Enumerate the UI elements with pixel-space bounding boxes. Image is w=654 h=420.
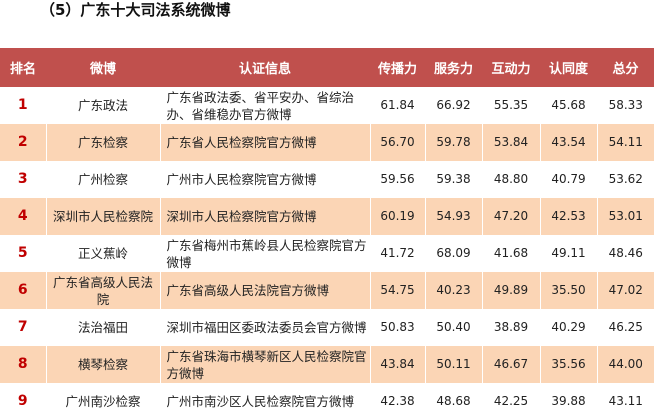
header-info: 认证信息	[160, 48, 370, 87]
header-recognition: 认同度	[540, 48, 597, 87]
cell-weibo: 深圳市人民检察院	[45, 198, 160, 235]
cell-total: 46.25	[596, 309, 654, 346]
cell-weibo: 广州检察	[45, 161, 160, 198]
cell-service: 50.40	[424, 309, 482, 346]
cell-interaction: 53.84	[481, 124, 540, 161]
cell-info: 广东省人民检察院官方微博	[159, 124, 370, 161]
table-row: 5 正义蕉岭 广东省梅州市蕉岭县人民检察院官方微博 41.72 68.09 41.68 49…	[0, 235, 654, 272]
cell-info: 深圳市人民检察院官方微博	[159, 198, 370, 235]
cell-service: 54.93	[424, 198, 482, 235]
cell-total: 54.11	[596, 124, 654, 161]
cell-recognition: 43.54	[539, 124, 597, 161]
cell-info: 广东省高级人民法院官方微博	[159, 272, 370, 309]
cell-rank: 1	[17, 97, 28, 113]
cell-weibo: 正义蕉岭	[45, 235, 160, 272]
cell-spread: 54.75	[369, 272, 425, 309]
header-rank: 排名	[0, 48, 46, 87]
cell-interaction: 42.25	[481, 383, 540, 420]
table-row: 3 广州检察 广州市人民检察院官方微博 59.56 59.38 48.80 40.79 53.…	[0, 161, 654, 198]
cell-weibo: 横琴检察	[45, 346, 160, 383]
cell-service: 59.38	[424, 161, 482, 198]
cell-interaction: 48.80	[481, 161, 540, 198]
cell-recognition: 45.68	[539, 87, 597, 124]
cell-weibo: 广东检察	[45, 124, 160, 161]
cell-rank: 9	[17, 393, 28, 409]
cell-service: 40.23	[424, 272, 482, 309]
cell-rank: 8	[0, 346, 46, 383]
cell-info: 广东省政法委、省平安办、省综治办、省维稳办官方微博	[159, 87, 370, 124]
cell-spread: 60.19	[369, 198, 425, 235]
cell-weibo: 广东省高级人民法院	[45, 272, 160, 309]
cell-spread: 61.84	[369, 87, 425, 124]
table-row: 1 广东政法 广东省政法委、省平安办、省综治办、省维稳办官方微博 61.84 66.92…	[0, 87, 654, 124]
cell-service: 48.68	[424, 383, 482, 420]
ranking-table: 排名 微博 认证信息 传播力 服务力 互动力 认同度 总分 1 广东政法 广东省政法委、省平安办、…	[0, 48, 654, 420]
cell-recognition: 49.11	[539, 235, 597, 272]
cell-recognition: 39.88	[539, 383, 597, 420]
cell-info: 广州市南沙区人民检察院官方微博	[159, 383, 370, 420]
cell-total: 44.00	[596, 346, 654, 383]
header-total: 总分	[597, 48, 654, 87]
cell-total: 53.01	[596, 198, 654, 235]
cell-total: 48.46	[596, 235, 654, 272]
table-row: 9 广州南沙检察 广州市南沙区人民检察院官方微博 42.38 48.68 42.25 39.…	[0, 383, 654, 420]
table-row: 2 广东检察 广东省人民检察院官方微博 56.70 59.78 53.84 43.54 54.…	[0, 124, 654, 161]
cell-recognition: 42.53	[539, 198, 597, 235]
cell-rank: 7	[17, 319, 28, 335]
cell-total: 53.62	[596, 161, 654, 198]
cell-info: 广州市人民检察院官方微博	[159, 161, 370, 198]
table-header: 排名 微博 认证信息 传播力 服务力 互动力 认同度 总分	[0, 48, 654, 87]
cell-rank: 5	[17, 245, 28, 261]
header-interaction: 互动力	[482, 48, 540, 87]
cell-recognition: 40.29	[539, 309, 597, 346]
cell-info: 深圳市福田区委政法委员会官方微博	[159, 309, 370, 346]
cell-total: 43.11	[596, 383, 654, 420]
cell-recognition: 35.50	[539, 272, 597, 309]
header-service: 服务力	[425, 48, 482, 87]
table-row: 7 法治福田 深圳市福田区委政法委员会官方微博 50.83 50.40 38.89 40.2…	[0, 309, 654, 346]
section-title: （5）广东十大司法系统微博	[40, 1, 231, 19]
header-weibo: 微博	[46, 48, 160, 87]
cell-total: 58.33	[596, 87, 654, 124]
cell-info: 广东省珠海市横琴新区人民检察院官方微博	[159, 346, 370, 383]
cell-spread: 42.38	[369, 383, 425, 420]
cell-service: 59.78	[424, 124, 482, 161]
cell-spread: 43.84	[369, 346, 425, 383]
cell-spread: 59.56	[369, 161, 425, 198]
cell-spread: 41.72	[369, 235, 425, 272]
cell-spread: 50.83	[369, 309, 425, 346]
cell-service: 68.09	[424, 235, 482, 272]
cell-recognition: 40.79	[539, 161, 597, 198]
table-row: 4 深圳市人民检察院 深圳市人民检察院官方微博 60.19 54.93 47.20 42.5…	[0, 198, 654, 235]
cell-recognition: 35.56	[539, 346, 597, 383]
header-spread: 传播力	[370, 48, 425, 87]
cell-service: 50.11	[424, 346, 482, 383]
cell-info: 广东省梅州市蕉岭县人民检察院官方微博	[159, 235, 370, 272]
cell-rank: 3	[17, 171, 28, 187]
cell-interaction: 47.20	[481, 198, 540, 235]
cell-rank: 2	[0, 124, 46, 161]
cell-rank: 6	[0, 272, 46, 309]
cell-interaction: 41.68	[481, 235, 540, 272]
cell-rank: 4	[0, 198, 46, 235]
cell-weibo: 广东政法	[45, 87, 160, 124]
cell-interaction: 49.89	[481, 272, 540, 309]
cell-interaction: 55.35	[481, 87, 540, 124]
table-row: 8 横琴检察 广东省珠海市横琴新区人民检察院官方微博 43.84 50.11 46.67 3…	[0, 346, 654, 383]
cell-interaction: 46.67	[481, 346, 540, 383]
cell-service: 66.92	[424, 87, 482, 124]
cell-total: 47.02	[596, 272, 654, 309]
table-row: 6 广东省高级人民法院 广东省高级人民法院官方微博 54.75 40.23 49.89 35…	[0, 272, 654, 309]
cell-interaction: 38.89	[481, 309, 540, 346]
cell-weibo: 广州南沙检察	[45, 383, 160, 420]
cell-weibo: 法治福田	[45, 309, 160, 346]
cell-spread: 56.70	[369, 124, 425, 161]
